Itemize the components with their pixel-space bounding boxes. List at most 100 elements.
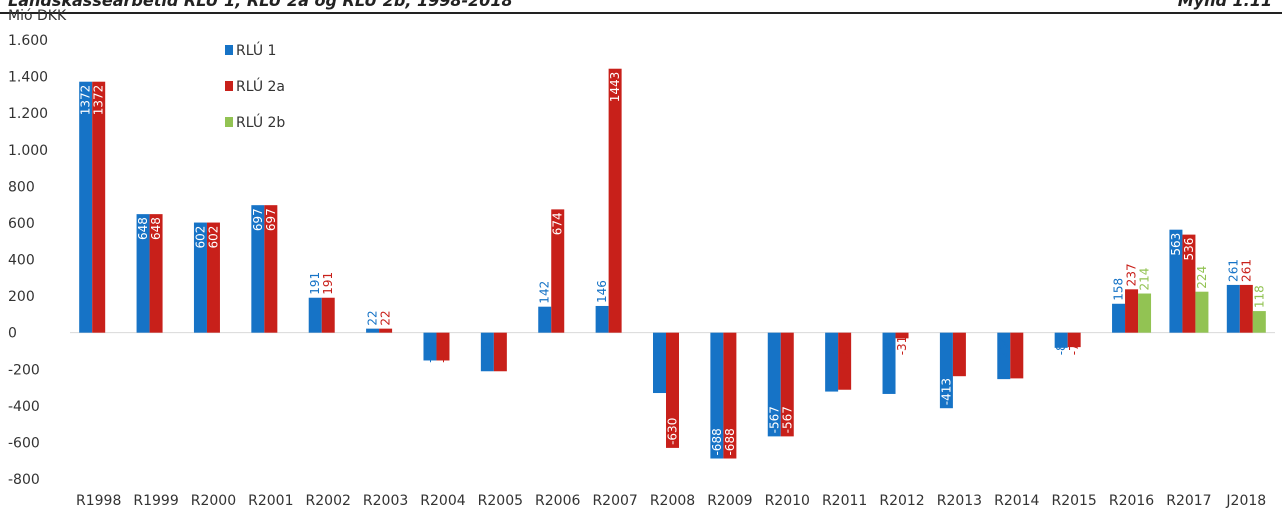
data-label: 674 xyxy=(551,212,565,235)
bar-rlú-1-r2015 xyxy=(1054,332,1068,348)
data-label: -83 xyxy=(1054,336,1068,356)
y-tick-label: 0 xyxy=(8,326,17,342)
data-label: -238 xyxy=(952,336,966,363)
bar-rlú-1-r2006 xyxy=(538,306,552,333)
data-label: -211 xyxy=(493,336,507,363)
x-tick-label: J2018 xyxy=(1225,493,1266,509)
data-label: 602 xyxy=(206,226,220,249)
data-label: -688 xyxy=(710,428,724,455)
data-label: 224 xyxy=(1195,266,1209,289)
bar-rlú-2a-r1999 xyxy=(149,214,163,333)
data-label: -152 xyxy=(423,336,437,363)
x-tick-label: R2003 xyxy=(363,493,408,509)
data-label: -250 xyxy=(1010,336,1024,363)
data-label: -79 xyxy=(1067,336,1081,356)
y-tick-label: 1.000 xyxy=(8,143,48,159)
bar-rlú-2a-r2010 xyxy=(780,332,794,437)
bar-rlú-1-r2016 xyxy=(1112,303,1126,333)
x-tick-label: R2000 xyxy=(191,493,236,509)
bar-rlú-2b-r2017 xyxy=(1195,291,1209,333)
bar-rlú-1-r2017 xyxy=(1169,229,1183,333)
bar-rlú-2a-r2003 xyxy=(379,328,393,333)
data-label: 22 xyxy=(366,310,380,325)
data-label: 142 xyxy=(538,281,552,304)
x-tick-label: R2015 xyxy=(1051,493,1096,509)
data-label: 563 xyxy=(1169,233,1183,256)
bar-rlú-2a-r2008 xyxy=(666,332,679,448)
data-label: 602 xyxy=(193,226,207,249)
data-label: 191 xyxy=(308,272,322,295)
data-label: -413 xyxy=(939,378,953,405)
x-axis: R1998 R1999 R2000 R2001 R2002 R2003 R2004 R2005… xyxy=(76,493,1266,509)
data-label: 261 xyxy=(1226,259,1240,282)
x-tick-label: R2013 xyxy=(937,493,982,509)
bar-rlú-1-r1998 xyxy=(79,81,93,333)
data-label: 191 xyxy=(321,272,335,295)
bar-rlú-2a-r2016 xyxy=(1125,289,1139,333)
bar-rlú-2a-r1998 xyxy=(92,81,106,333)
legend-swatch xyxy=(225,45,233,55)
data-label: 697 xyxy=(251,208,265,231)
legend-label: RLÚ 2b xyxy=(236,113,285,131)
bar-rlú-2a-j2018 xyxy=(1239,284,1253,333)
bar-rlú-1-r2013 xyxy=(939,332,953,409)
data-labels-group: 1372 648 602 697 191 22 -152 -211 142 146 -330 -688… xyxy=(79,72,1267,456)
y-tick-label: -200 xyxy=(8,362,40,378)
bar-rlú-2a-r2014 xyxy=(1010,332,1024,379)
chart-title: Landskassearbetid RLÚ 1, RLÚ 2a og RLÚ 2… xyxy=(8,0,513,10)
bar-rlú-2a-r2013 xyxy=(952,332,966,377)
bar-rlú-1-r2007 xyxy=(595,305,609,333)
data-label: 118 xyxy=(1252,285,1266,308)
data-label: -688 xyxy=(723,428,737,455)
bar-rlú-1-r2010 xyxy=(767,332,781,437)
bar-rlú-1-j2018 xyxy=(1226,284,1240,333)
data-label: 1443 xyxy=(608,72,622,103)
legend: RLÚ 1 RLÚ 2a RLÚ 2b xyxy=(225,41,285,131)
data-label: -312 xyxy=(838,336,852,363)
bar-rlú-2a-r2007 xyxy=(608,68,622,333)
x-tick-label: R2007 xyxy=(592,493,637,509)
data-label: -211 xyxy=(480,336,494,363)
data-label: 158 xyxy=(1112,278,1126,301)
bar-rlú-2a-r2002 xyxy=(321,297,335,333)
y-tick-label: 800 xyxy=(8,179,35,195)
bar-rlú-2a-r2005 xyxy=(493,332,507,372)
data-label: 261 xyxy=(1239,259,1253,282)
x-tick-label: R2017 xyxy=(1166,493,1211,509)
header-rule xyxy=(0,12,1282,14)
data-label: -254 xyxy=(997,336,1011,363)
x-tick-label: R2012 xyxy=(879,493,924,509)
bar-rlú-2a-r2006 xyxy=(551,209,565,333)
y-tick-label: 1.400 xyxy=(8,70,48,86)
bar-rlú-1-r2001 xyxy=(251,205,265,333)
bar-rlú-2a-r2015 xyxy=(1067,332,1081,348)
data-label: 214 xyxy=(1138,268,1152,291)
x-tick-label: R2006 xyxy=(535,493,580,509)
bar-rlú-2a-r2017 xyxy=(1182,234,1196,333)
y-tick-label: 200 xyxy=(8,289,35,305)
y-tick-label: 1.600 xyxy=(8,33,48,49)
legend-label: RLÚ 2a xyxy=(236,77,285,95)
data-label: 1372 xyxy=(92,85,106,116)
bar-rlú-1-r2008 xyxy=(653,332,666,394)
figure-label: Mynd 1.11 xyxy=(1177,0,1272,10)
x-tick-label: R2011 xyxy=(822,493,867,509)
bar-rlú-2a-r2009 xyxy=(723,332,737,459)
x-tick-label: R2010 xyxy=(765,493,810,509)
bar-rlú-2a-r2004 xyxy=(436,332,450,361)
bar-rlú-1-r2009 xyxy=(710,332,724,459)
x-tick-label: R2004 xyxy=(420,493,465,509)
bar-rlú-1-r2002 xyxy=(308,297,322,333)
data-label: -330 xyxy=(653,336,667,363)
x-tick-label: R2002 xyxy=(306,493,351,509)
x-tick-label: R1998 xyxy=(76,493,121,509)
bar-rlú-1-r1999 xyxy=(136,214,150,333)
bar-rlú-2a-r2011 xyxy=(838,332,852,390)
y-tick-label: -600 xyxy=(8,435,40,451)
x-tick-label: R2008 xyxy=(650,493,695,509)
y-axis-label: Mió DKK xyxy=(8,8,67,24)
bar-rlú-1-r2014 xyxy=(997,332,1011,380)
x-tick-label: R2016 xyxy=(1109,493,1154,509)
legend-swatch xyxy=(225,117,233,127)
bar-rlú-2a-r2001 xyxy=(264,205,278,333)
